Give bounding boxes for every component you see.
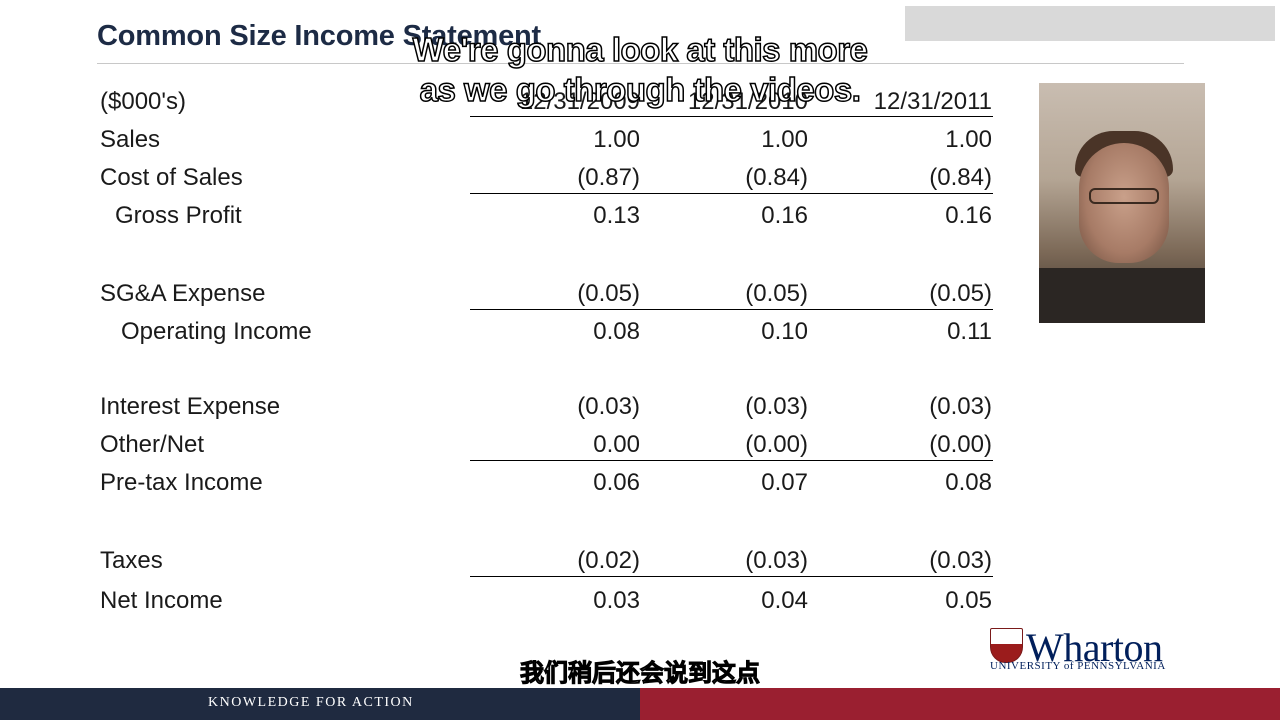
row-value: 0.11 <box>947 318 992 345</box>
row-value: 1.00 <box>761 126 808 153</box>
row-value: (0.05) <box>745 280 808 307</box>
row-value: 0.16 <box>945 202 992 229</box>
subtotal-underline <box>470 309 993 310</box>
footer-tagline: KNOWLEDGE FOR ACTION <box>208 695 414 710</box>
row-label-operating-income: Operating Income <box>121 318 312 345</box>
penn-shield-icon <box>990 628 1023 663</box>
row-label-pretax-income: Pre-tax Income <box>100 469 263 496</box>
row-value: 0.00 <box>593 431 640 458</box>
row-label-gross-profit: Gross Profit <box>115 202 242 229</box>
row-value: 1.00 <box>945 126 992 153</box>
row-value: (0.87) <box>577 164 640 191</box>
column-header-2011: 12/31/2011 <box>873 88 992 115</box>
row-label-taxes: Taxes <box>100 547 163 574</box>
logo-subtitle: UNIVERSITY of PENNSYLVANIA <box>990 660 1166 672</box>
row-value: (0.00) <box>929 431 992 458</box>
row-value: 0.16 <box>761 202 808 229</box>
row-value: 0.07 <box>761 469 808 496</box>
footer-navy-bar <box>0 688 640 720</box>
slide-title: Common Size Income Statement <box>97 20 541 52</box>
row-value: (0.03) <box>929 547 992 574</box>
logo-wordmark: Wharton <box>1026 625 1163 670</box>
row-value: 0.05 <box>945 587 992 614</box>
column-header-2010: 12/31/2010 <box>687 88 808 115</box>
row-label-sales: Sales <box>100 126 161 153</box>
row-value: 0.06 <box>593 469 640 496</box>
row-value: (0.02) <box>577 547 640 574</box>
column-header-2009: 12/31/2009 <box>519 88 640 115</box>
row-value: 0.08 <box>593 318 640 345</box>
row-label-sga-expense: SG&A Expense <box>100 280 266 307</box>
subtotal-underline <box>470 460 993 461</box>
subtotal-underline <box>470 193 993 194</box>
row-value: 0.13 <box>593 202 640 229</box>
row-value: 0.03 <box>593 587 640 614</box>
row-value: (0.05) <box>929 280 992 307</box>
header-gray-box <box>905 6 1275 41</box>
presenter-glasses <box>1089 188 1159 204</box>
income-statement-table: ($000's) 12/31/2009 12/31/2010 12/31/201… <box>100 88 993 614</box>
footer-red-bar <box>640 688 1280 720</box>
row-label-other-net: Other/Net <box>100 431 205 458</box>
unit-label: ($000's) <box>100 88 186 115</box>
row-value: (0.03) <box>929 393 992 420</box>
row-value: 0.10 <box>761 318 808 345</box>
wharton-logo: Wharton UNIVERSITY of PENNSYLVANIA <box>990 625 1190 673</box>
chinese-subtitle: 我们稍后还会说到这点 <box>520 660 761 688</box>
row-value: (0.05) <box>577 280 640 307</box>
title-divider <box>97 63 1184 64</box>
presenter-video <box>1039 83 1205 323</box>
row-value: 0.08 <box>945 469 992 496</box>
subtotal-underline <box>470 576 993 577</box>
presenter-shirt <box>1039 268 1205 323</box>
row-value: 0.04 <box>761 587 808 614</box>
row-label-interest-expense: Interest Expense <box>100 393 281 420</box>
header-underline <box>470 116 993 117</box>
row-label-net-income: Net Income <box>100 587 223 614</box>
row-label-cost-of-sales: Cost of Sales <box>100 164 243 191</box>
row-value: (0.03) <box>745 393 808 420</box>
row-value: (0.03) <box>745 547 808 574</box>
row-value: (0.00) <box>745 431 808 458</box>
english-subtitle: We're gonna look at this more as we go t… <box>412 30 869 109</box>
row-value: (0.84) <box>745 164 808 191</box>
row-value: 1.00 <box>593 126 640 153</box>
row-value: (0.03) <box>577 393 640 420</box>
row-value: (0.84) <box>929 164 992 191</box>
